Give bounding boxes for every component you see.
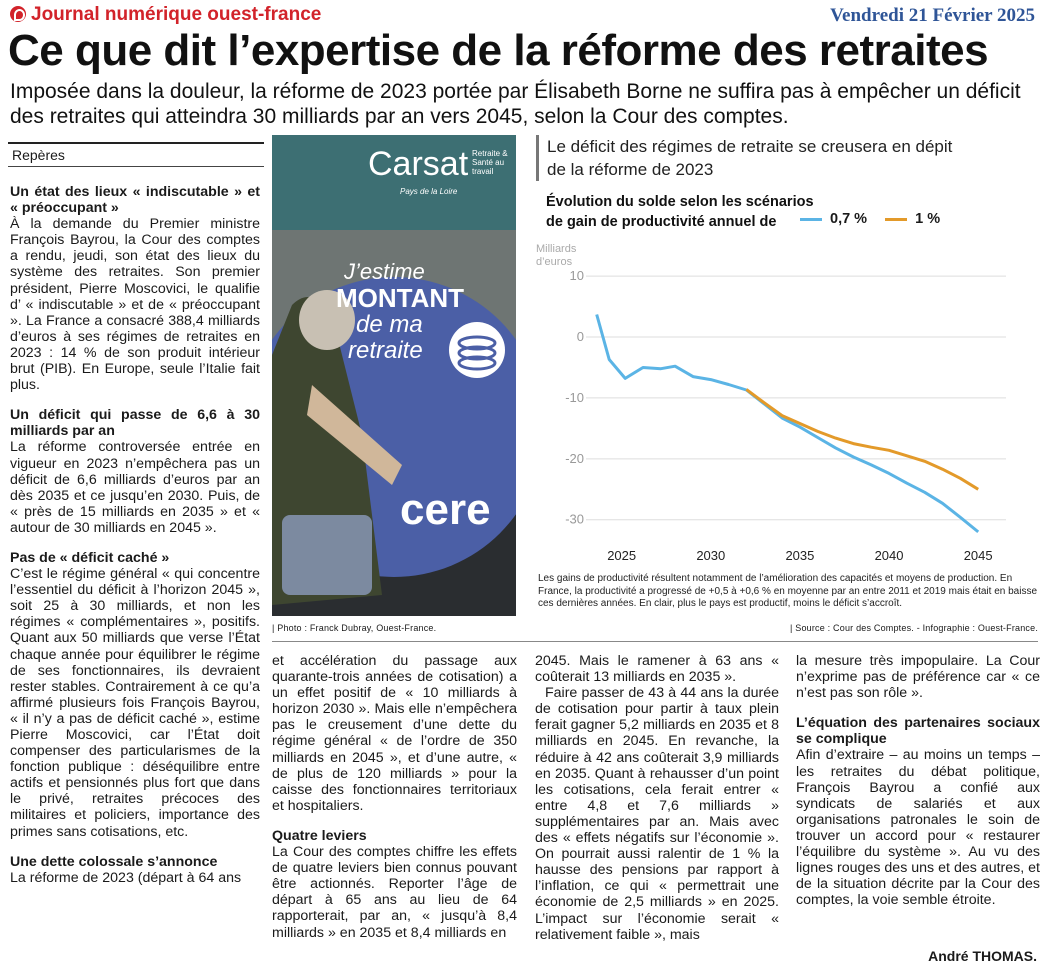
section-label: Repères (8, 142, 264, 167)
paragraph: La Cour des comptes chiffre les effets d… (272, 844, 517, 941)
x-tick-label: 2045 (964, 548, 993, 563)
series-line-0 (595, 314, 980, 534)
paragraph: et accélération du passage aux quarante-… (272, 653, 517, 814)
x-tick-label: 2030 (696, 548, 725, 563)
chart-subhead-line-2: de gain de productivité annuel de (546, 214, 777, 230)
paragraph: La réforme de 2023 (départ à 64 ans (10, 869, 242, 886)
chart-subhead-line-1: Évolution du solde selon les scénarios (546, 194, 814, 210)
y-tick-label: -30 (565, 512, 584, 527)
ouest-france-logo-icon (10, 6, 26, 22)
column-2: et accélération du passage aux quarante-… (272, 653, 517, 941)
unit-line-1: Milliards (536, 243, 577, 255)
photo-caption: | Photo : Franck Dubray, Ouest-France. (272, 623, 437, 633)
chart-subhead: Évolution du solde selon les scénarios d… (546, 192, 814, 232)
chart-source: | Source : Cour des Comptes. - Infograph… (790, 623, 1039, 633)
poster-line-2: MONTANT (336, 283, 465, 313)
legend-swatch-blue (800, 217, 822, 221)
masthead: Journal numérique ouest-france (10, 4, 321, 26)
photo-illustration (272, 135, 516, 616)
article-subtitle: Imposée dans la douleur, la réforme de 2… (10, 80, 1021, 128)
heading-deficit: Un déficit qui passe de 6,6 à 30 milliar… (10, 407, 260, 440)
paragraph: Faire passer de 43 à 44 ans la durée de … (535, 685, 779, 943)
chart-note: Les gains de productivité résultent nota… (538, 573, 1038, 609)
chart-headline-text: Le déficit des régimes de retraite se cr… (547, 137, 953, 179)
article-photo: Carsat Retraite & Santé au travail Pays … (272, 135, 516, 616)
heading-dette: Une dette colossale s’annonce (10, 853, 218, 870)
paragraph: La réforme controversée entrée en vigueu… (10, 439, 260, 536)
heading-etat-des-lieux: Un état des lieux « indiscutable » et « … (10, 184, 260, 217)
poster-line-1: J’estime (344, 259, 425, 284)
column-3: 2045. Mais le ramener à 63 ans « coûtera… (535, 653, 779, 943)
column-1: Un état des lieux « indiscutable » et « … (10, 184, 260, 886)
x-tick-label: 2025 (607, 548, 636, 563)
article-title: Ce que dit l’expertise de la réforme des… (8, 26, 989, 75)
y-tick-label: -20 (565, 451, 584, 466)
paragraph: la mesure très impopulaire. La Cour n’ex… (796, 653, 1040, 702)
column-4: la mesure très impopulaire. La Cour n’ex… (796, 653, 1040, 908)
carsat-tagline: Retraite & Santé au travail (472, 149, 508, 176)
x-tick-label: 2040 (875, 548, 904, 563)
y-tick-label: 10 (570, 270, 584, 283)
poster-bottom-text: cere (400, 485, 491, 534)
paragraph: C’est le régime général « qui concentre … (10, 566, 260, 840)
masthead-text: Journal numérique ouest-france (31, 4, 322, 25)
paragraph: Afin d’extraire – au moins un temps – le… (796, 747, 1040, 909)
heading-deficit-cache: Pas de « déficit caché » (10, 549, 170, 566)
y-axis-unit: Milliards d’euros (536, 243, 576, 269)
poster-line-4: retraite (348, 337, 423, 364)
series-line-1 (745, 388, 979, 491)
unit-line-2: d’euros (536, 256, 573, 268)
chart-headline: Le déficit des régimes de retraite se cr… (536, 135, 967, 181)
heading-quatre-leviers: Quatre leviers (272, 827, 367, 844)
chart-plot: 10 0 -10 -20 -30 2025 2030 2035 2040 2045 (565, 270, 1006, 563)
divider (272, 641, 1038, 642)
poster-line-3: de ma (356, 311, 423, 338)
legend-swatch-orange (885, 217, 908, 221)
paragraph: À la demande du Premier ministre Françoi… (10, 216, 260, 394)
heading-partenaires-sociaux: L’équation des partenaires sociaux se co… (796, 715, 1040, 748)
publication-date: Vendredi 21 Février 2025 (830, 5, 1035, 26)
carsat-region: Pays de la Loire (400, 187, 458, 196)
author-byline: André THOMAS. (928, 948, 1037, 964)
legend-label-0: 0,7 % (830, 211, 868, 227)
legend-label-1: 1 % (915, 211, 941, 227)
y-tick-label: -10 (565, 390, 584, 405)
y-tick-label: 0 (577, 329, 584, 344)
paragraph: 2045. Mais le ramener à 63 ans « coûtera… (535, 653, 779, 686)
x-tick-label: 2035 (785, 548, 814, 563)
carsat-sign: Carsat (368, 145, 469, 183)
chart-legend: 0,7 % 1 % (800, 211, 940, 227)
